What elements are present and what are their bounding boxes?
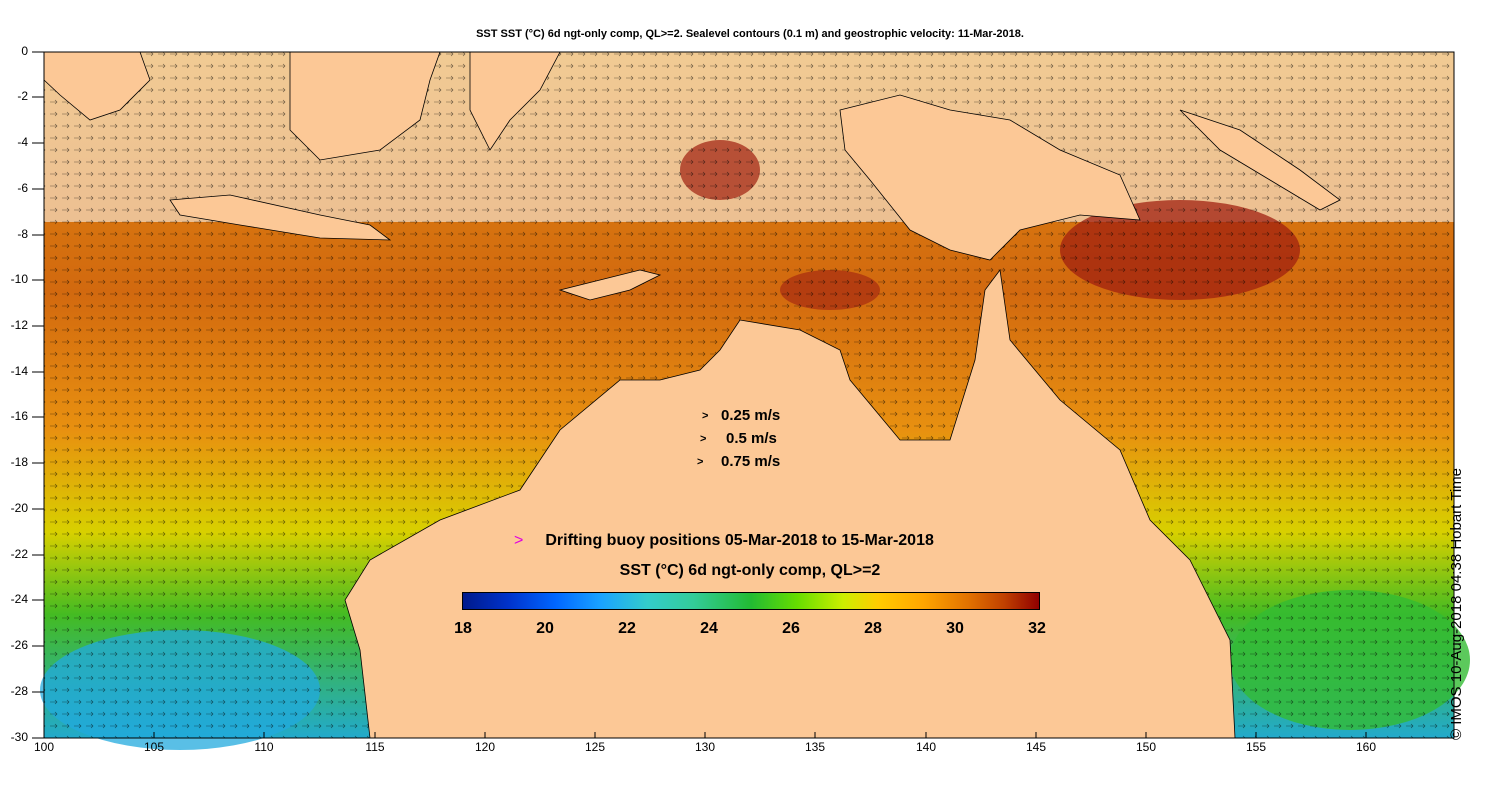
x-tick-label: 130 xyxy=(694,740,716,754)
land-australia xyxy=(344,268,1236,739)
velocity-scale-arrow: > xyxy=(697,456,704,468)
x-tick-label: 150 xyxy=(1135,740,1157,754)
colorbar-title: SST (°C) 6d ngt-only comp, QL>=2 xyxy=(619,562,881,579)
colorbar-tick: 32 xyxy=(1028,620,1046,637)
plot-frame xyxy=(43,51,1455,739)
colorbar-tick: 20 xyxy=(536,620,554,637)
buoy-legend-label: Drifting buoy positions 05-Mar-2018 to 1… xyxy=(545,532,934,549)
y-tick-label: -24 xyxy=(10,592,28,606)
y-tick-label: -20 xyxy=(10,501,28,515)
y-tick-label: -4 xyxy=(17,135,28,149)
x-tick-label: 105 xyxy=(143,740,165,754)
x-tick-label: 120 xyxy=(474,740,496,754)
y-tick-label: -12 xyxy=(10,318,28,332)
land-sumatra xyxy=(43,51,151,121)
credit-text: © IMOS 10-Aug-2018 04:38 Hobart Time xyxy=(1448,467,1465,740)
land-borneo xyxy=(289,51,441,161)
y-axis-ticks xyxy=(32,51,44,739)
x-tick-label: 155 xyxy=(1245,740,1267,754)
velocity-scale-label: 0.25 m/s xyxy=(721,407,781,424)
y-tick-label: -18 xyxy=(10,455,28,469)
buoy-marker-icon: > xyxy=(514,532,524,549)
y-tick-label: -6 xyxy=(17,181,28,195)
colorbar-tick: 24 xyxy=(700,620,718,637)
land-java xyxy=(169,194,392,241)
x-tick-label: 115 xyxy=(365,740,385,754)
velocity-scale-arrow: > xyxy=(702,410,709,422)
y-tick-label: -8 xyxy=(17,227,28,241)
x-tick-label: 110 xyxy=(254,740,274,754)
velocity-scale-label: 0.5 m/s xyxy=(726,430,777,447)
y-tick-label: -26 xyxy=(10,638,28,652)
colorbar-tick: 28 xyxy=(864,620,882,637)
buoy-legend: > Drifting buoy positions 05-Mar-2018 to … xyxy=(514,532,934,550)
x-tick-label: 100 xyxy=(33,740,55,754)
colorbar-tick: 26 xyxy=(782,620,800,637)
y-tick-label: 0 xyxy=(21,44,28,58)
colorbar xyxy=(462,592,1040,610)
x-axis-ticks xyxy=(43,732,1367,738)
velocity-scale-label: 0.75 m/s xyxy=(721,453,781,470)
colorbar-tick: 30 xyxy=(946,620,964,637)
x-tick-label: 135 xyxy=(804,740,826,754)
x-tick-label: 145 xyxy=(1025,740,1047,754)
colorbar-tick: 18 xyxy=(454,620,472,637)
colorbar-tick: 22 xyxy=(618,620,636,637)
y-tick-label: -16 xyxy=(10,409,28,423)
y-tick-label: -22 xyxy=(10,547,28,561)
land-timor xyxy=(558,269,662,301)
x-tick-label: 160 xyxy=(1355,740,1377,754)
y-tick-label: -28 xyxy=(10,684,28,698)
y-tick-label: -10 xyxy=(10,272,28,286)
x-tick-label: 125 xyxy=(584,740,606,754)
y-tick-label: -14 xyxy=(10,364,28,378)
x-tick-label: 140 xyxy=(915,740,937,754)
y-tick-label: -30 xyxy=(10,730,28,744)
land-east-islands xyxy=(1179,109,1341,211)
y-tick-label: -2 xyxy=(17,89,28,103)
map-title: SST SST (°C) 6d ngt-only comp, QL>=2. Se… xyxy=(476,28,1024,40)
velocity-scale-arrow: > xyxy=(700,433,707,445)
land-new-guinea xyxy=(839,94,1141,261)
